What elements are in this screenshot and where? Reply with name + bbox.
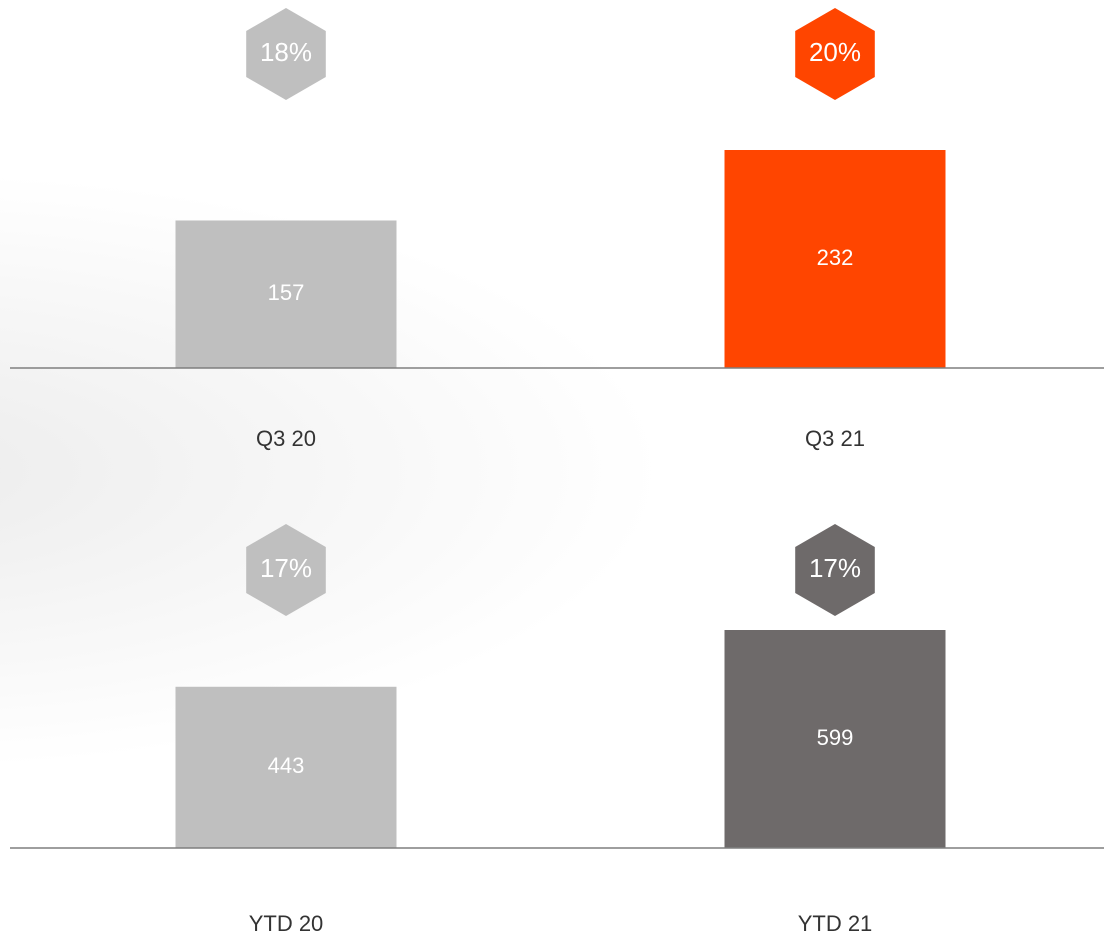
bar-value-label: 232 [817,245,854,270]
percentage-label: 20% [809,37,861,67]
percentage-hexagon [795,8,875,100]
category-label: Q3 20 [256,426,316,451]
percentage-hexagon [246,524,326,616]
bar [724,630,946,848]
percentage-label: 17% [809,553,861,583]
percentage-hexagon [246,8,326,100]
category-label: YTD 21 [798,911,873,936]
bar [175,686,397,848]
percentage-label: 18% [260,37,312,67]
bar-value-label: 443 [268,753,305,778]
bar-value-label: 157 [268,280,305,305]
category-label: Q3 21 [805,426,865,451]
percentage-label: 17% [260,553,312,583]
percentage-hexagon [795,524,875,616]
bar-value-label: 599 [817,725,854,750]
category-label: YTD 20 [249,911,324,936]
bar [724,150,946,368]
bar [175,220,397,368]
